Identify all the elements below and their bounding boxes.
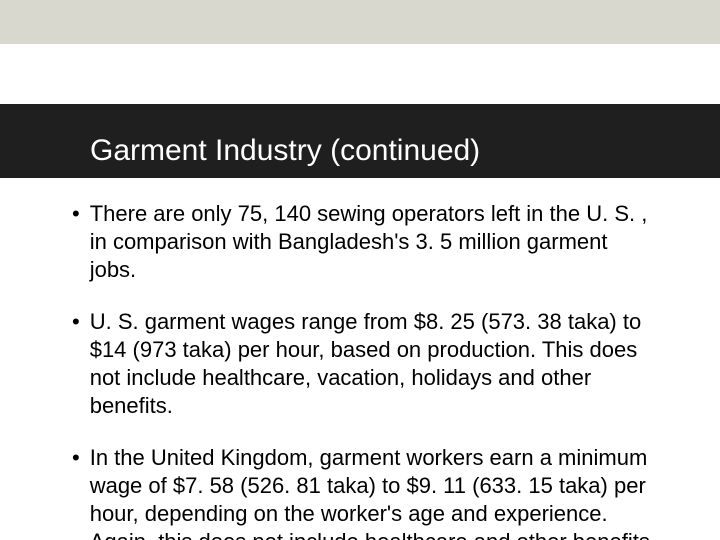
- top-accent-bar: [0, 0, 720, 44]
- page-title: Garment Industry (continued): [0, 134, 720, 168]
- list-item: • In the United Kingdom, garment workers…: [72, 444, 660, 540]
- bullet-text: There are only 75, 140 sewing operators …: [90, 200, 660, 284]
- bullet-text: In the United Kingdom, garment workers e…: [90, 444, 660, 540]
- title-band: Garment Industry (continued): [0, 104, 720, 178]
- bullet-text: U. S. garment wages range from $8. 25 (5…: [90, 308, 660, 420]
- content-area: • There are only 75, 140 sewing operator…: [0, 178, 720, 540]
- list-item: • U. S. garment wages range from $8. 25 …: [72, 308, 660, 420]
- bullet-dot-icon: •: [72, 200, 80, 228]
- list-item: • There are only 75, 140 sewing operator…: [72, 200, 660, 284]
- bullet-dot-icon: •: [72, 308, 80, 336]
- bullet-dot-icon: •: [72, 444, 80, 472]
